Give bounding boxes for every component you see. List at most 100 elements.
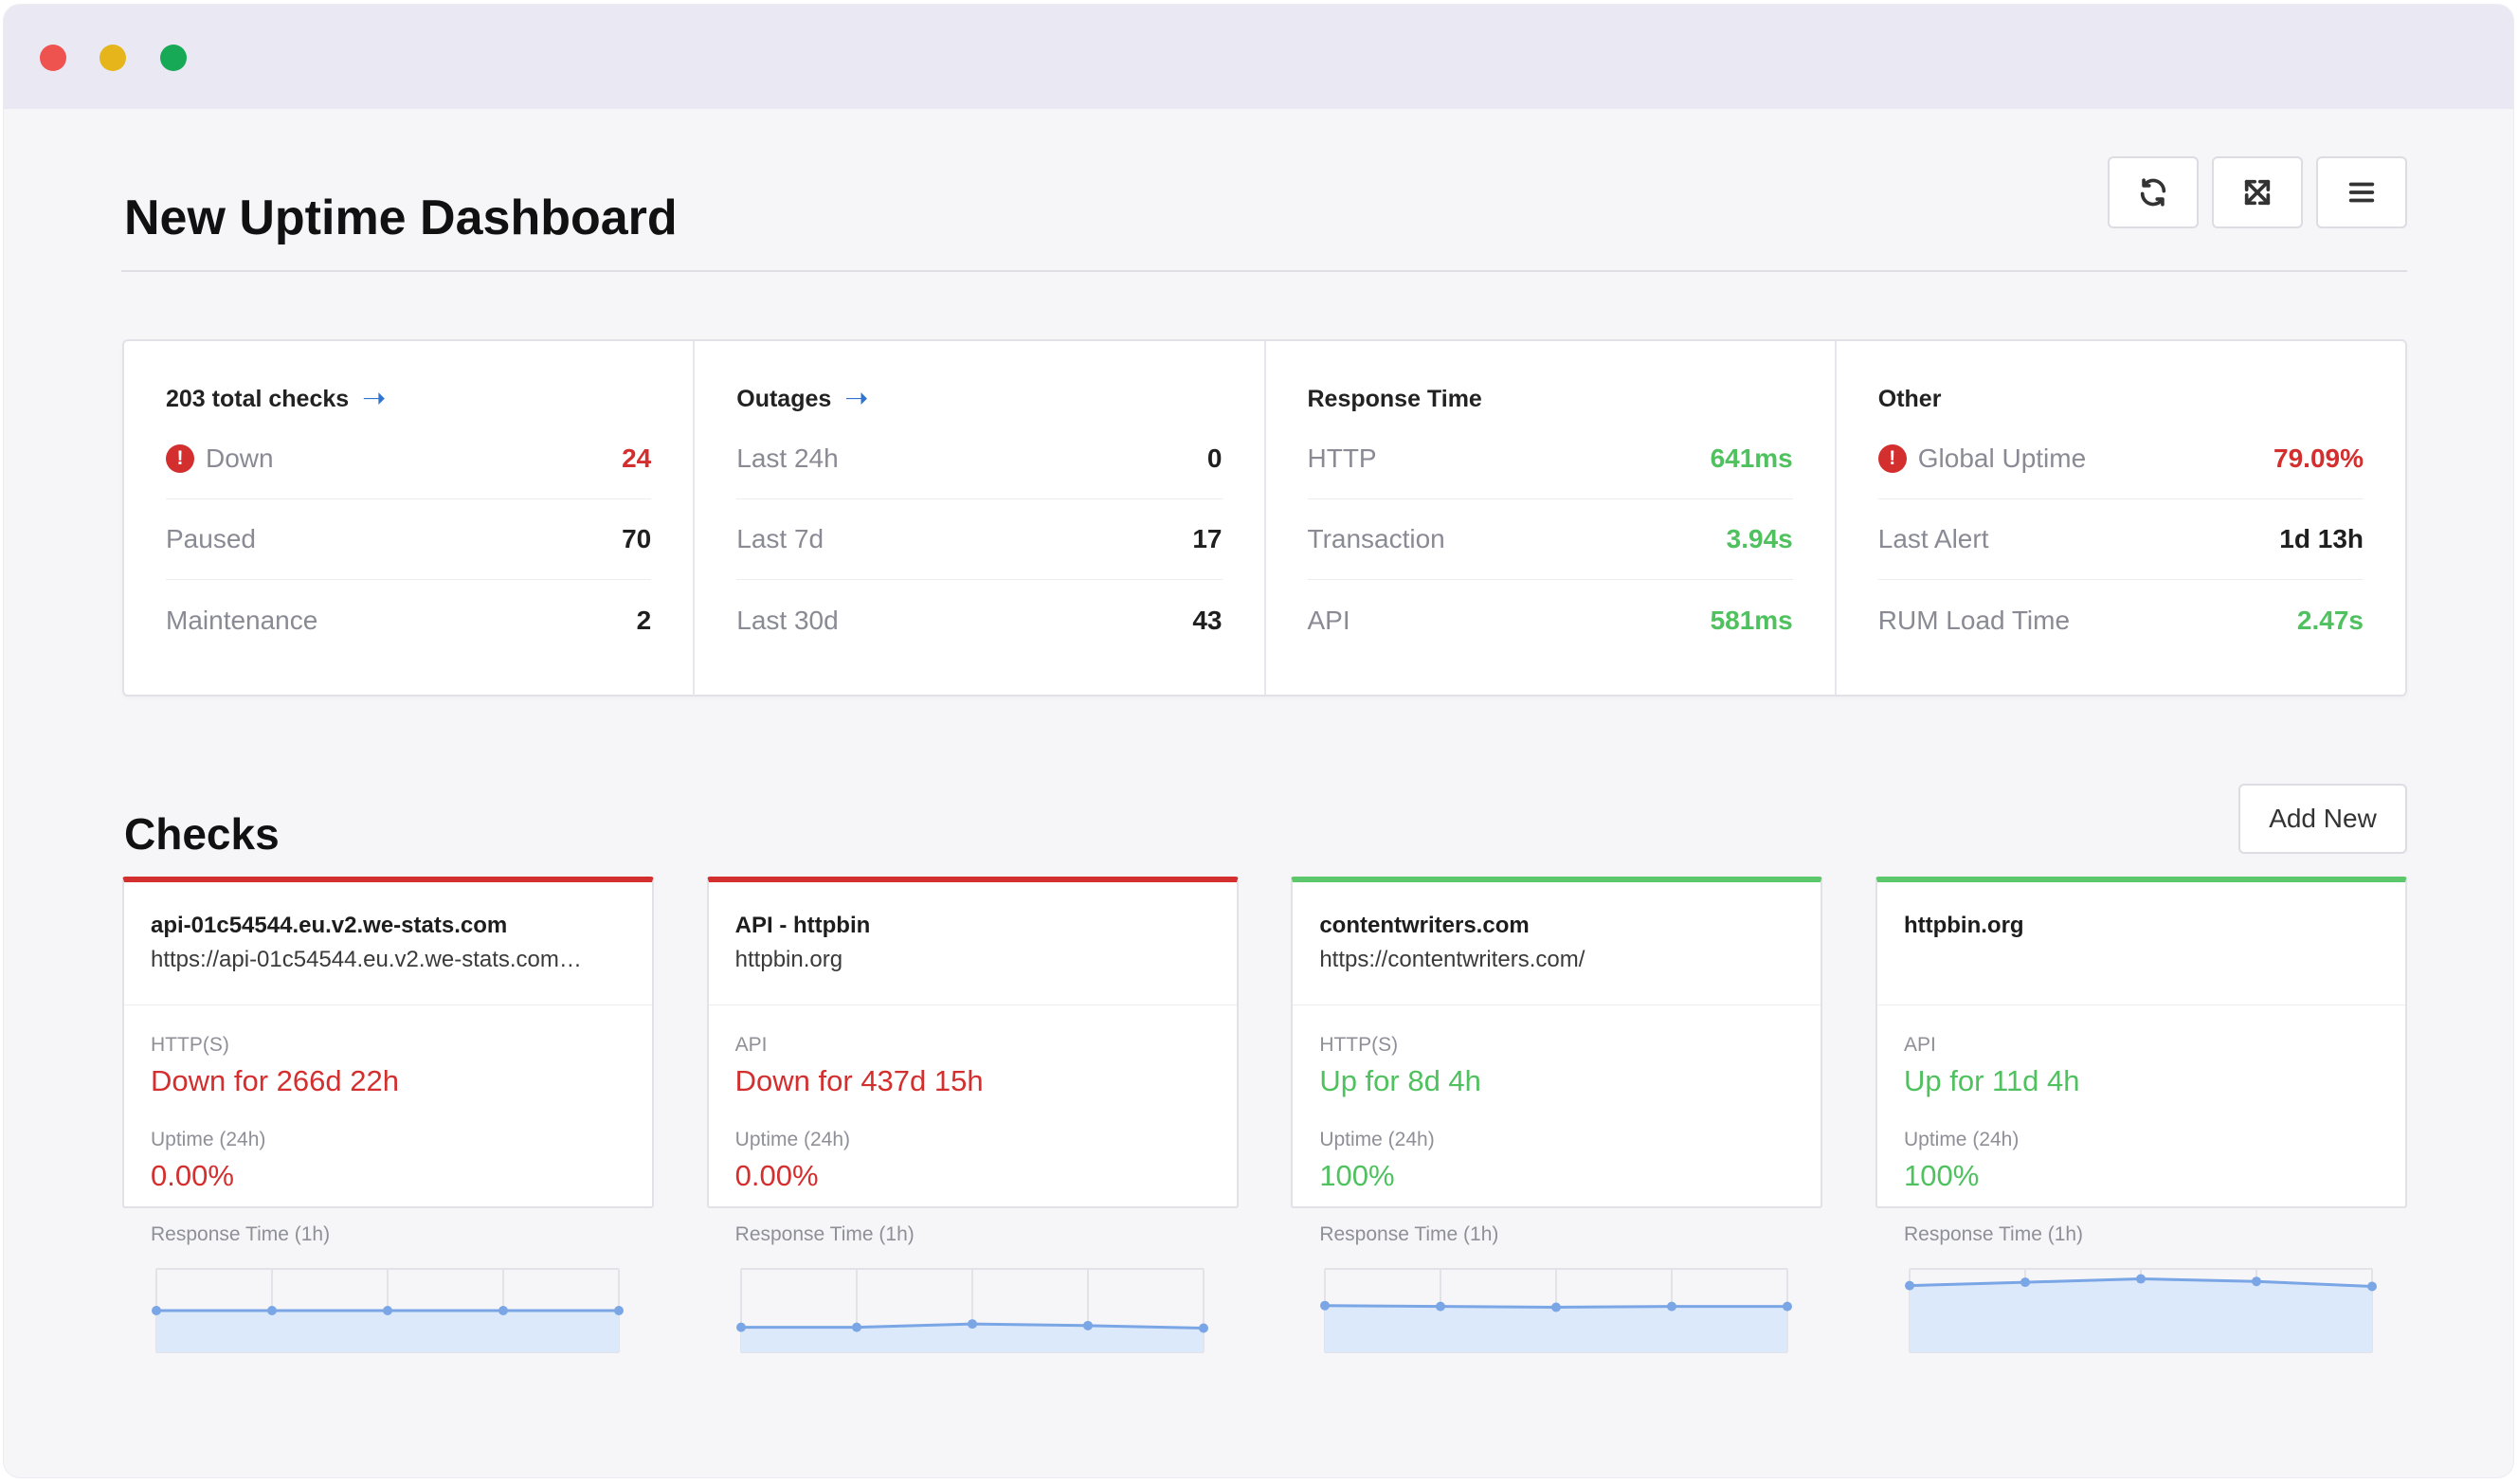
toolbar bbox=[2108, 156, 2407, 228]
uptime-value: 0.00% bbox=[734, 1159, 819, 1192]
uptime-label: Uptime (24h) bbox=[734, 1129, 851, 1150]
stat-column: Outages ➝ Last 24h 0 Last 7d 17 Last 30d 43 bbox=[695, 341, 1266, 695]
stat-header: Response Time bbox=[1308, 379, 1793, 419]
alert-icon: ! bbox=[166, 444, 194, 473]
stat-row: Paused 70 bbox=[166, 499, 652, 580]
stat-label: Last 7d bbox=[736, 524, 824, 554]
menu-button[interactable] bbox=[2316, 156, 2407, 228]
check-status: Down for 266d 22h bbox=[151, 1064, 399, 1097]
chart-point bbox=[1436, 1301, 1446, 1312]
stat-header-link[interactable]: 203 total checks ➝ bbox=[166, 379, 651, 419]
stat-value: 0 bbox=[1206, 443, 1223, 473]
menu-icon bbox=[2348, 182, 2375, 203]
stat-value: 24 bbox=[622, 443, 652, 473]
stat-label-text: Transaction bbox=[1307, 524, 1445, 553]
chart-point bbox=[1320, 1300, 1331, 1311]
uptime-label: Uptime (24h) bbox=[151, 1129, 266, 1150]
stat-value: 70 bbox=[622, 524, 652, 553]
check-name: httpbin.org bbox=[1903, 913, 2024, 938]
arrow-right-icon: ➝ bbox=[844, 383, 869, 414]
stat-label: Maintenance bbox=[166, 606, 317, 636]
stat-label: Last 30d bbox=[736, 606, 838, 636]
stat-value: 2.47s bbox=[2296, 605, 2364, 635]
fullscreen-icon bbox=[2244, 179, 2271, 206]
chart-point bbox=[2135, 1274, 2146, 1284]
stat-value: 1d 13h bbox=[2279, 524, 2364, 553]
check-card-header: contentwriters.com https://contentwriters… bbox=[1293, 882, 1821, 1005]
stat-label-text: HTTP bbox=[1307, 443, 1377, 473]
response-time-label: Response Time (1h) bbox=[1903, 1223, 2084, 1245]
stat-label: Last Alert bbox=[1878, 524, 1989, 554]
stat-row: Last Alert 1d 13h bbox=[1877, 499, 2364, 580]
stat-row: ! Down 24 bbox=[166, 419, 652, 499]
stat-label: Transaction bbox=[1308, 524, 1445, 554]
window-close-button[interactable] bbox=[40, 45, 66, 71]
chart-point bbox=[851, 1322, 861, 1332]
check-card[interactable]: api-01c54544.eu.v2.we-stats.com https://a… bbox=[122, 877, 654, 1353]
header-divider bbox=[121, 270, 2407, 272]
check-url: httpbin.org bbox=[734, 947, 843, 972]
response-time-chart bbox=[1904, 1268, 2377, 1353]
dashboard-content: New Uptime Dashboard bbox=[4, 109, 2513, 1477]
stat-label-text: Paused bbox=[166, 524, 256, 553]
check-status: Up for 11d 4h bbox=[1903, 1064, 2080, 1097]
stat-row: HTTP 641ms bbox=[1307, 419, 1793, 499]
response-time-label: Response Time (1h) bbox=[734, 1223, 915, 1245]
chart-point bbox=[1551, 1302, 1562, 1312]
alert-icon: ! bbox=[1877, 444, 1907, 473]
stat-row: RUM Load Time 2.47s bbox=[1878, 580, 2364, 661]
stats-panel: 203 total checks ➝! Down 24 Paused 70 Maintena… bbox=[122, 339, 2407, 697]
stat-row: Last 24h 0 bbox=[736, 419, 1223, 499]
title-bar bbox=[4, 5, 2513, 109]
response-time-chart bbox=[735, 1268, 1208, 1353]
check-card-body: HTTP(S) Up for 8d 4h Uptime (24h) 100% Respo… bbox=[1293, 1005, 1821, 1354]
stat-header-link[interactable]: Outages ➝ bbox=[736, 379, 1222, 419]
stat-row: Maintenance 2 bbox=[166, 580, 651, 661]
stat-row: API 581ms bbox=[1308, 580, 1793, 661]
stat-row: ! Global Uptime 79.09% bbox=[1877, 419, 2364, 499]
stat-label-text: API bbox=[1307, 605, 1350, 635]
chart-area bbox=[156, 1311, 619, 1352]
refresh-button[interactable] bbox=[2108, 156, 2199, 228]
chart-point bbox=[1082, 1320, 1093, 1330]
page-title: New Uptime Dashboard bbox=[124, 190, 678, 245]
fullscreen-button[interactable] bbox=[2212, 156, 2303, 228]
stat-value: 3.94s bbox=[1726, 524, 1793, 553]
check-card-body: API Up for 11d 4h Uptime (24h) 100% Response… bbox=[1877, 1005, 2405, 1354]
stat-value: 581ms bbox=[1710, 605, 1793, 635]
stat-label-text: Down bbox=[206, 443, 274, 473]
response-time-chart bbox=[152, 1268, 624, 1353]
uptime-label: Uptime (24h) bbox=[1903, 1129, 2020, 1150]
stat-value: 641ms bbox=[1710, 443, 1793, 473]
window-maximize-button[interactable] bbox=[160, 45, 187, 71]
response-time-label: Response Time (1h) bbox=[1319, 1223, 1499, 1245]
stat-row: Last 7d 17 bbox=[736, 499, 1223, 580]
check-card[interactable]: httpbin.org API Up for 11d 4h Uptime (24h) 1… bbox=[1875, 877, 2407, 1353]
stat-label: Paused bbox=[166, 524, 256, 554]
check-name: contentwriters.com bbox=[1319, 913, 1530, 938]
chart-point bbox=[1783, 1301, 1793, 1312]
chart-point bbox=[1667, 1301, 1677, 1312]
stat-value: 17 bbox=[1192, 524, 1223, 553]
window-minimize-button[interactable] bbox=[100, 45, 126, 71]
check-card[interactable]: contentwriters.com https://contentwriters… bbox=[1291, 877, 1823, 1353]
add-new-button[interactable]: Add New bbox=[2238, 784, 2407, 854]
check-card-header: httpbin.org bbox=[1876, 882, 2405, 1005]
check-card[interactable]: API - httpbin httpbin.org API Down for 437d… bbox=[706, 877, 1239, 1353]
chart-point bbox=[383, 1306, 392, 1315]
check-type: HTTP(S) bbox=[151, 1034, 229, 1056]
chart-point bbox=[735, 1322, 746, 1332]
stat-column: Response Time HTTP 641ms Transaction 3.94s AP… bbox=[1266, 341, 1837, 695]
refresh-icon bbox=[2140, 178, 2166, 207]
stat-header-label: Other bbox=[1877, 385, 1942, 412]
check-name: api-01c54544.eu.v2.we-stats.com bbox=[151, 913, 508, 938]
response-time-label: Response Time (1h) bbox=[151, 1223, 331, 1245]
stat-value: 43 bbox=[1192, 605, 1223, 635]
check-status: Down for 437d 15h bbox=[734, 1064, 984, 1097]
stat-label: HTTP bbox=[1308, 443, 1377, 474]
stat-label: Last 24h bbox=[736, 443, 838, 474]
stat-value: 2 bbox=[636, 605, 652, 635]
stat-label: ! Down bbox=[166, 443, 274, 474]
stat-label-text: Last 7d bbox=[736, 524, 824, 553]
chart-point bbox=[1904, 1280, 1914, 1291]
